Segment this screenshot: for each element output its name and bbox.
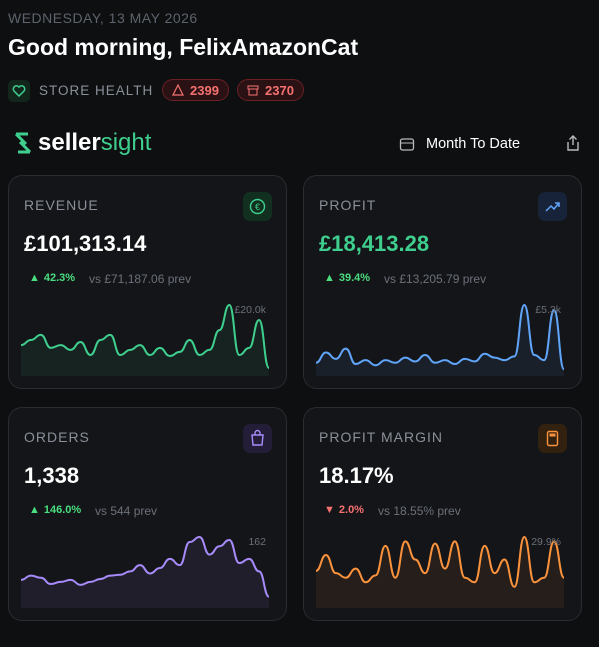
card-icon [538, 192, 567, 221]
store-health[interactable]: STORE HEALTH [39, 83, 154, 98]
logo-suffix: sight [100, 129, 152, 156]
change-percent: 146.0% [43, 504, 82, 516]
comparison: vs 544 prev [95, 504, 158, 518]
date: WEDNESDAY, 13 MAY 2026 [8, 10, 198, 26]
change: ▲ 39.4% [324, 272, 370, 284]
change: ▼ 2.0% [324, 504, 364, 516]
change-percent: 39.4% [338, 272, 371, 284]
card-value: £101,313.14 [24, 231, 147, 256]
alert-badge[interactable]: 2370 [237, 79, 304, 101]
sparkline-area [21, 537, 269, 608]
period-selector[interactable]: Month To Date [426, 136, 521, 152]
comparison: vs £71,187.06 prev [89, 272, 192, 286]
card[interactable]: PROFIT MARGIN 18.17% ▼ 2.0% vs 18.55% prev 29… [303, 407, 582, 621]
sparkline-area [316, 537, 564, 608]
card[interactable]: € REVENUE £101,313.14 ▲ 42.3% vs £71,187.06 … [8, 175, 287, 389]
change-arrow: ▲ [29, 504, 40, 516]
logo: sellersight [12, 129, 151, 157]
comparison: vs 18.55% prev [378, 504, 461, 518]
card-icon [243, 424, 272, 453]
card-label: ORDERS [24, 429, 90, 445]
sparkline [20, 535, 270, 608]
card-icon: € [243, 192, 272, 221]
logo-prefix: seller [38, 129, 101, 156]
sparkline-area [21, 305, 269, 376]
card-label: REVENUE [24, 197, 99, 213]
sparkline-line [315, 535, 565, 588]
sparkline [315, 303, 565, 376]
svg-text:€: € [255, 202, 260, 212]
card-label: PROFIT MARGIN [319, 429, 443, 445]
sparkline-max: £5.3k [535, 304, 561, 316]
change: ▲ 42.3% [29, 272, 75, 284]
greeting: Good morning, FelixAmazonCat [8, 34, 359, 60]
alert-count: 2399 [190, 82, 219, 98]
sparkline-line [315, 303, 565, 371]
change-percent: 2.0% [338, 504, 364, 516]
sparkline-line [20, 303, 270, 369]
sparkline-max: 29.9% [531, 536, 561, 548]
card-value: £18,413.28 [319, 231, 430, 256]
sparkline-max: £20.0k [234, 304, 266, 316]
card-label: PROFIT [319, 197, 377, 213]
sparkline-line [20, 535, 270, 598]
card-value: 1,338 [24, 463, 80, 488]
health-icon [8, 80, 30, 102]
change-percent: 42.3% [43, 272, 76, 284]
change-arrow: ▲ [29, 272, 40, 284]
share-button[interactable] [565, 134, 581, 152]
card[interactable]: ORDERS 1,338 ▲ 146.0% vs 544 prev 162 [8, 407, 287, 621]
sparkline [20, 303, 270, 376]
sparkline [315, 535, 565, 608]
change-arrow: ▲ [324, 272, 335, 284]
alert-badge[interactable]: 2399 [162, 79, 229, 101]
comparison: vs £13,205.79 prev [384, 272, 487, 286]
change: ▲ 146.0% [29, 504, 81, 516]
calendar-icon [399, 138, 415, 151]
card[interactable]: PROFIT £18,413.28 ▲ 39.4% vs £13,205.79 prev… [303, 175, 582, 389]
sparkline-max: 162 [248, 536, 266, 548]
card-icon [538, 424, 567, 453]
alert-count: 2370 [265, 82, 294, 98]
change-arrow: ▼ [324, 504, 335, 516]
card-value: 18.17% [319, 463, 394, 488]
